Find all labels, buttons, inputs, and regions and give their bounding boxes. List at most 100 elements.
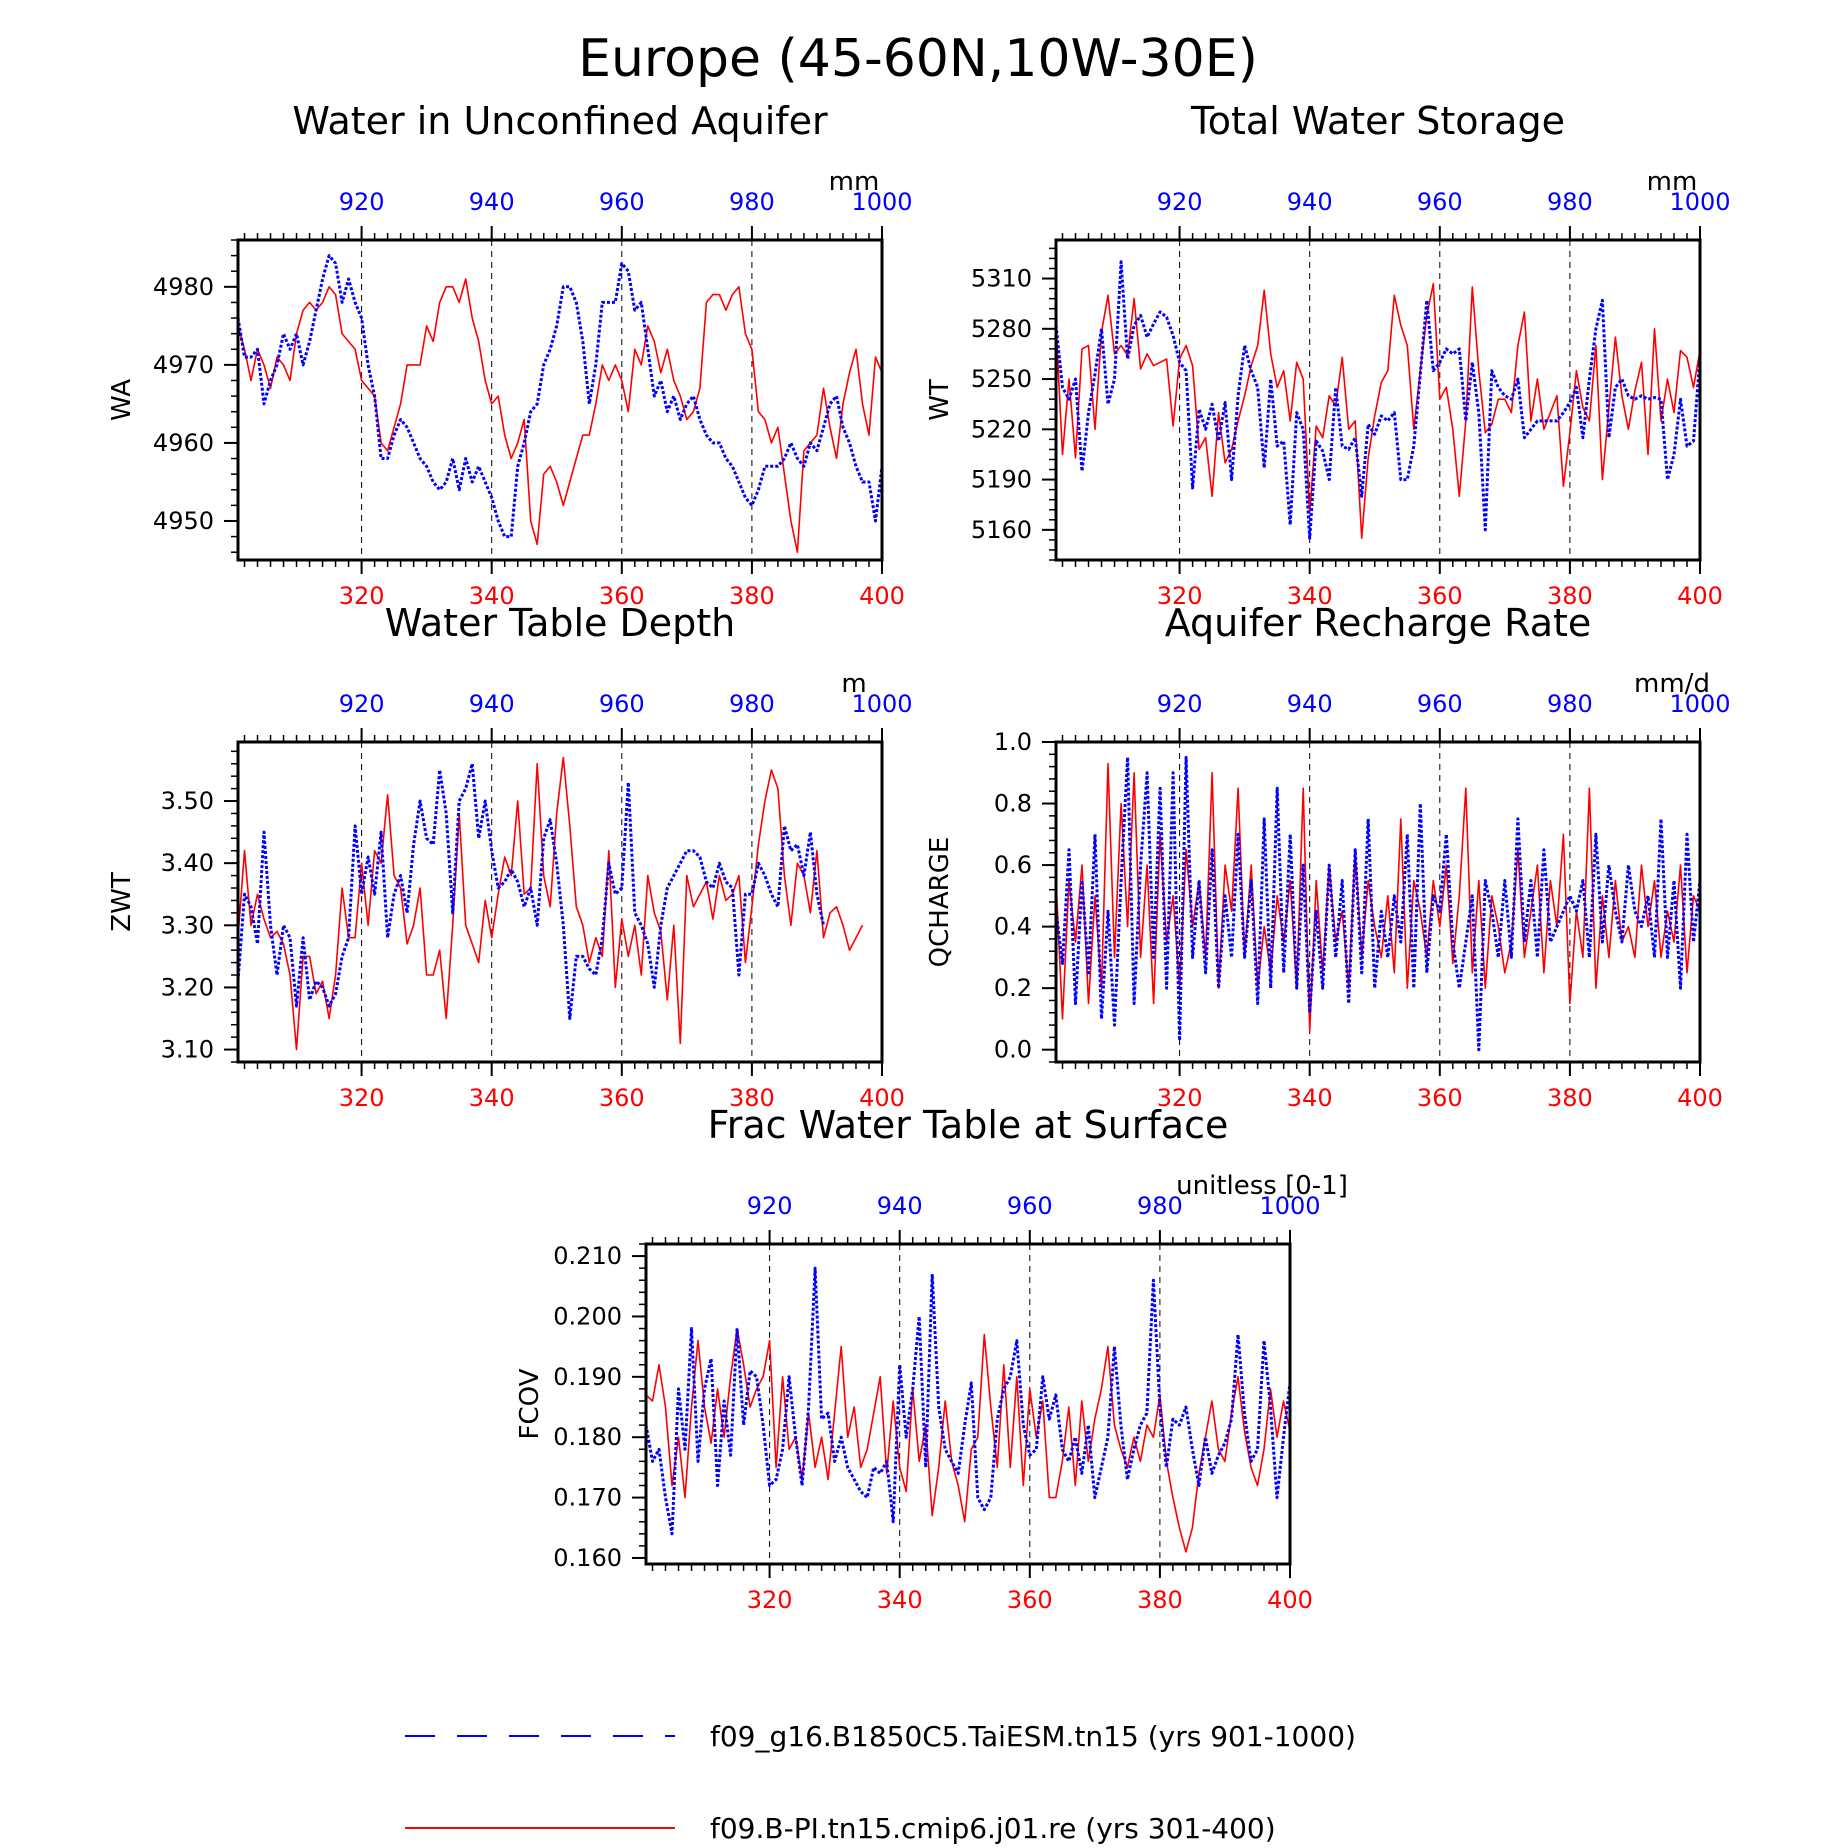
y-tick-label: 0.2 [994, 974, 1032, 1002]
units-label: mm/d [1634, 669, 1710, 699]
x-bottom-tick-label: 320 [339, 582, 385, 610]
y-tick-label: 5220 [971, 415, 1032, 443]
units-label: mm [1647, 167, 1698, 197]
x-top-tick-label: 920 [1157, 690, 1203, 718]
y-axis-label: FCOV [515, 1368, 545, 1439]
y-tick-label: 5310 [971, 265, 1032, 293]
units-label: mm [829, 167, 880, 197]
x-bottom-tick-label: 320 [1157, 1084, 1203, 1112]
y-tick-label: 3.20 [161, 973, 214, 1001]
x-top-tick-label: 1000 [851, 690, 912, 718]
x-bottom-tick-label: 380 [1547, 1084, 1593, 1112]
x-bottom-tick-label: 340 [1287, 582, 1333, 610]
x-top-tick-label: 960 [599, 188, 645, 216]
series-line-red [645, 1327, 1291, 1553]
x-top-tick-label: 1000 [851, 188, 912, 216]
figure-title: Europe (45-60N,10W-30E) [578, 29, 1258, 89]
y-tick-label: 0.190 [553, 1363, 622, 1391]
x-bottom-tick-label: 320 [747, 1586, 793, 1614]
x-top-tick-label: 980 [729, 188, 775, 216]
y-axis-label: WA [107, 379, 137, 421]
x-bottom-tick-label: 360 [1417, 582, 1463, 610]
plot-frame [236, 238, 884, 562]
x-top-tick-label: 960 [1417, 188, 1463, 216]
series-line-red [1055, 282, 1701, 540]
plot-frame [1054, 238, 1702, 562]
series-line-blue [1054, 755, 1702, 1052]
y-axis-label: ZWT [107, 872, 137, 932]
x-bottom-tick-label: 400 [1267, 1586, 1313, 1614]
y-tick-label: 3.40 [161, 849, 214, 877]
y-tick-label: 0.6 [994, 851, 1032, 879]
y-tick-label: 1.0 [994, 728, 1032, 756]
y-tick-label: 5280 [971, 315, 1032, 343]
x-top-tick-label: 960 [1417, 690, 1463, 718]
x-top-tick-label: 940 [469, 690, 515, 718]
series-line-red [237, 756, 864, 1051]
plot-frame [236, 740, 884, 1064]
x-bottom-tick-label: 320 [1157, 582, 1203, 610]
chart-panel-2: Total Water Storage mm WT 320 340 360 380 400 92… [925, 99, 1731, 610]
x-bottom-tick-label: 340 [469, 1084, 515, 1112]
y-tick-label: 0.4 [994, 913, 1032, 941]
panel-title: Aquifer Recharge Rate [1165, 601, 1592, 645]
y-tick-label: 0.8 [994, 790, 1032, 818]
panel-title: Total Water Storage [1190, 99, 1565, 143]
units-label: m [841, 669, 866, 699]
panel-title: Water in Unconfined Aquifer [292, 99, 828, 143]
legend-label: f09_g16.B1850C5.TaiESM.tn15 (yrs 901-100… [710, 1720, 1356, 1753]
y-axis-label: WT [925, 379, 955, 421]
x-top-tick-label: 940 [877, 1192, 923, 1220]
x-bottom-tick-label: 360 [1417, 1084, 1463, 1112]
x-top-tick-label: 940 [469, 188, 515, 216]
series-line-blue [1054, 260, 1702, 540]
x-bottom-tick-label: 340 [877, 1586, 923, 1614]
x-top-tick-label: 1000 [1669, 188, 1730, 216]
chart-panel-4: Aquifer Recharge Rate mm/d QCHARGE 320 340 36… [925, 601, 1731, 1112]
legend: f09_g16.B1850C5.TaiESM.tn15 (yrs 901-100… [405, 1720, 1356, 1845]
panel-title: Water Table Depth [385, 601, 736, 645]
series-line-blue [644, 1266, 1292, 1536]
y-tick-label: 3.30 [161, 911, 214, 939]
y-tick-label: 3.50 [161, 787, 214, 815]
x-bottom-tick-label: 360 [1007, 1586, 1053, 1614]
x-bottom-tick-label: 380 [729, 582, 775, 610]
chart-panel-5: Frac Water Table at Surface unitless [0-1… [515, 1103, 1348, 1614]
units-label: unitless [0-1] [1176, 1171, 1348, 1201]
x-top-tick-label: 920 [339, 188, 385, 216]
x-top-tick-label: 1000 [1259, 1192, 1320, 1220]
x-bottom-tick-label: 360 [599, 1084, 645, 1112]
y-tick-label: 3.10 [161, 1036, 214, 1064]
chart-panel-3: Water Table Depth m ZWT 320 340 360 380 400 920 9… [107, 601, 913, 1112]
x-bottom-tick-label: 380 [1547, 582, 1593, 610]
y-axis-label: QCHARGE [925, 837, 955, 968]
x-bottom-tick-label: 400 [859, 1084, 905, 1112]
series-line-red [237, 278, 883, 554]
x-top-tick-label: 1000 [1669, 690, 1730, 718]
x-bottom-tick-label: 320 [339, 1084, 385, 1112]
y-tick-label: 4950 [153, 507, 214, 535]
y-tick-label: 0.180 [553, 1423, 622, 1451]
x-top-tick-label: 980 [729, 690, 775, 718]
x-bottom-tick-label: 400 [859, 582, 905, 610]
y-tick-label: 0.160 [553, 1544, 622, 1572]
x-top-tick-label: 920 [1157, 188, 1203, 216]
x-bottom-tick-label: 360 [599, 582, 645, 610]
x-top-tick-label: 920 [339, 690, 385, 718]
y-tick-label: 0.0 [994, 1036, 1032, 1064]
y-tick-label: 0.210 [553, 1242, 622, 1270]
x-top-tick-label: 980 [1547, 188, 1593, 216]
x-top-tick-label: 960 [599, 690, 645, 718]
y-tick-label: 4980 [153, 273, 214, 301]
x-bottom-tick-label: 400 [1677, 1084, 1723, 1112]
y-tick-label: 4970 [153, 351, 214, 379]
x-bottom-tick-label: 340 [469, 582, 515, 610]
y-tick-label: 5190 [971, 466, 1032, 494]
x-top-tick-label: 980 [1137, 1192, 1183, 1220]
y-tick-label: 5160 [971, 516, 1032, 544]
y-tick-label: 0.170 [553, 1484, 622, 1512]
x-top-tick-label: 940 [1287, 188, 1333, 216]
x-bottom-tick-label: 400 [1677, 582, 1723, 610]
